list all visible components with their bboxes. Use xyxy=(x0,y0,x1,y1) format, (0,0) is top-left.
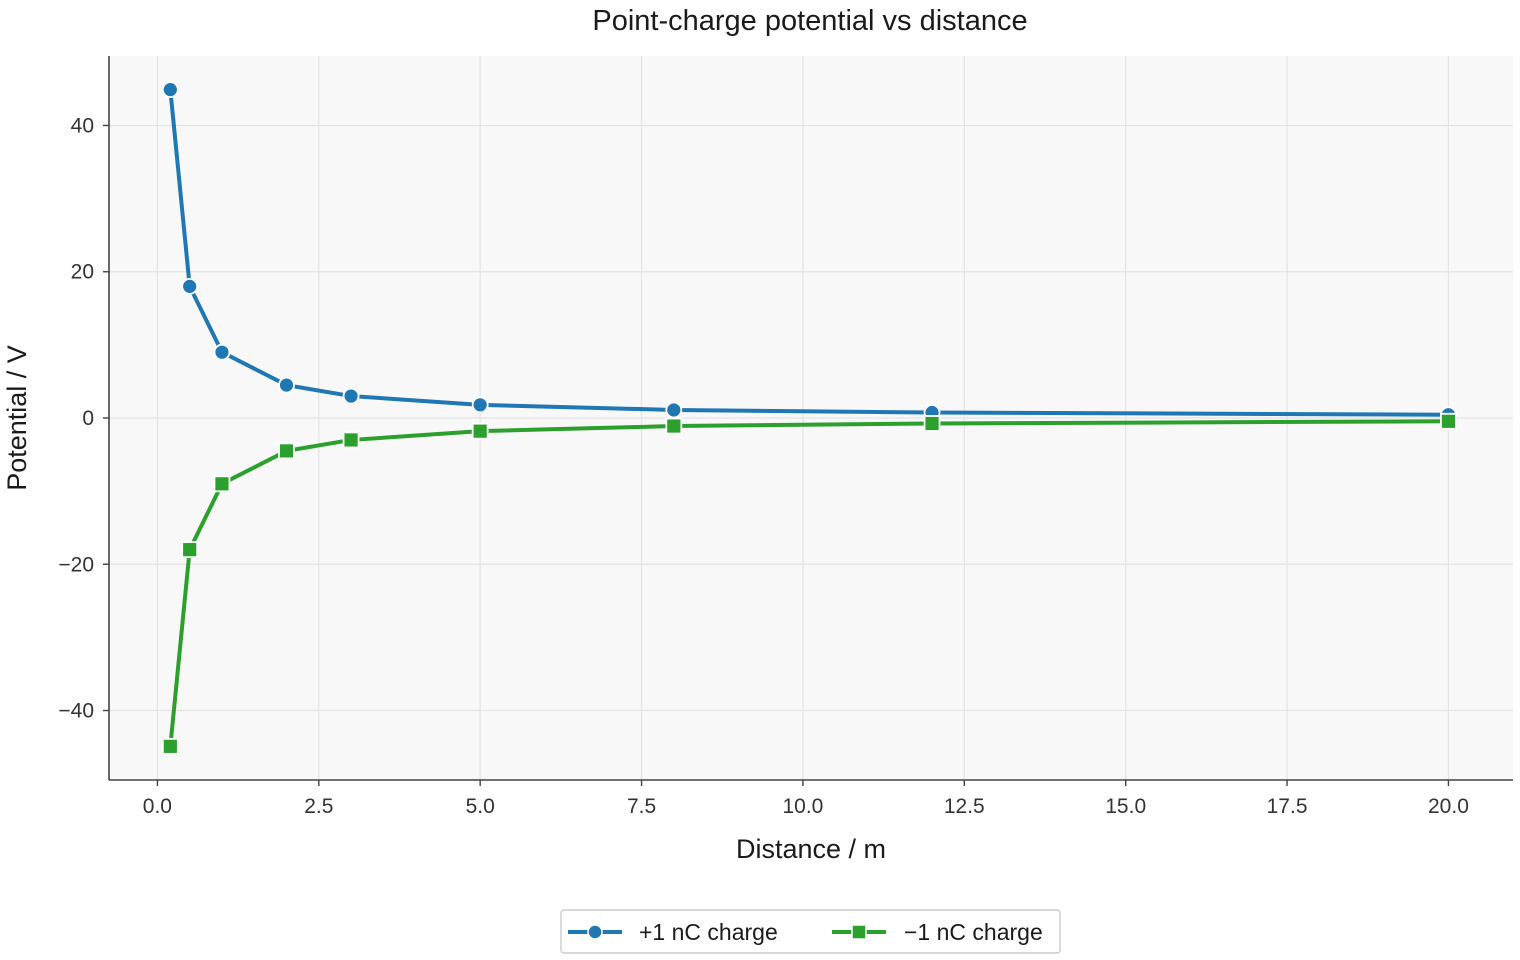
data-point xyxy=(471,422,489,440)
legend-marker xyxy=(851,924,867,940)
data-point xyxy=(161,81,179,99)
data-point xyxy=(278,442,295,460)
legend: +1 nC charge −1 nC charge xyxy=(560,909,1061,954)
y-axis-label: Potential / V xyxy=(2,345,32,491)
legend-marker xyxy=(587,924,603,940)
x-tick-label: 5.0 xyxy=(466,795,495,818)
legend-frame xyxy=(560,909,1061,954)
x-axis-ticks: 0.0 2.5 5.0 7.5 10.0 12.5 15.0 17.5 20.0 xyxy=(143,780,1469,818)
legend-item: +1 nC charge xyxy=(568,919,778,945)
legend-label: −1 nC charge xyxy=(904,919,1043,945)
y-tick-label: −40 xyxy=(58,700,94,723)
data-point xyxy=(181,541,199,559)
legend-label: +1 nC charge xyxy=(639,919,778,945)
data-point xyxy=(278,376,295,394)
data-point xyxy=(923,415,941,432)
series-2 xyxy=(161,412,1457,755)
data-point xyxy=(665,417,683,435)
data-point xyxy=(181,277,199,295)
y-tick-label: 40 xyxy=(71,114,94,137)
y-axis-ticks: −40 −20 0 20 40 xyxy=(58,114,109,723)
x-tick-label: 17.5 xyxy=(1267,795,1308,818)
data-point xyxy=(213,475,231,493)
legend-item: −1 nC charge xyxy=(832,919,1043,945)
data-point xyxy=(665,401,683,419)
x-tick-label: 7.5 xyxy=(627,795,656,818)
data-series xyxy=(161,81,1457,755)
x-tick-label: 20.0 xyxy=(1428,795,1469,818)
x-tick-label: 10.0 xyxy=(782,795,823,818)
data-point xyxy=(161,737,179,755)
x-axis-label: Distance / m xyxy=(736,834,886,864)
data-point xyxy=(342,431,360,449)
data-point xyxy=(471,396,489,414)
data-point xyxy=(342,387,360,405)
y-tick-label: 20 xyxy=(71,261,94,284)
y-tick-label: −20 xyxy=(58,553,94,576)
chart-title: Point-charge potential vs distance xyxy=(592,5,1027,37)
grid-lines xyxy=(109,56,1513,780)
x-tick-label: 0.0 xyxy=(143,795,172,818)
x-tick-label: 15.0 xyxy=(1105,795,1146,818)
x-tick-label: 12.5 xyxy=(944,795,985,818)
data-point xyxy=(213,343,231,361)
y-tick-label: 0 xyxy=(82,407,94,430)
x-tick-label: 2.5 xyxy=(304,795,333,818)
data-point xyxy=(1440,412,1457,430)
